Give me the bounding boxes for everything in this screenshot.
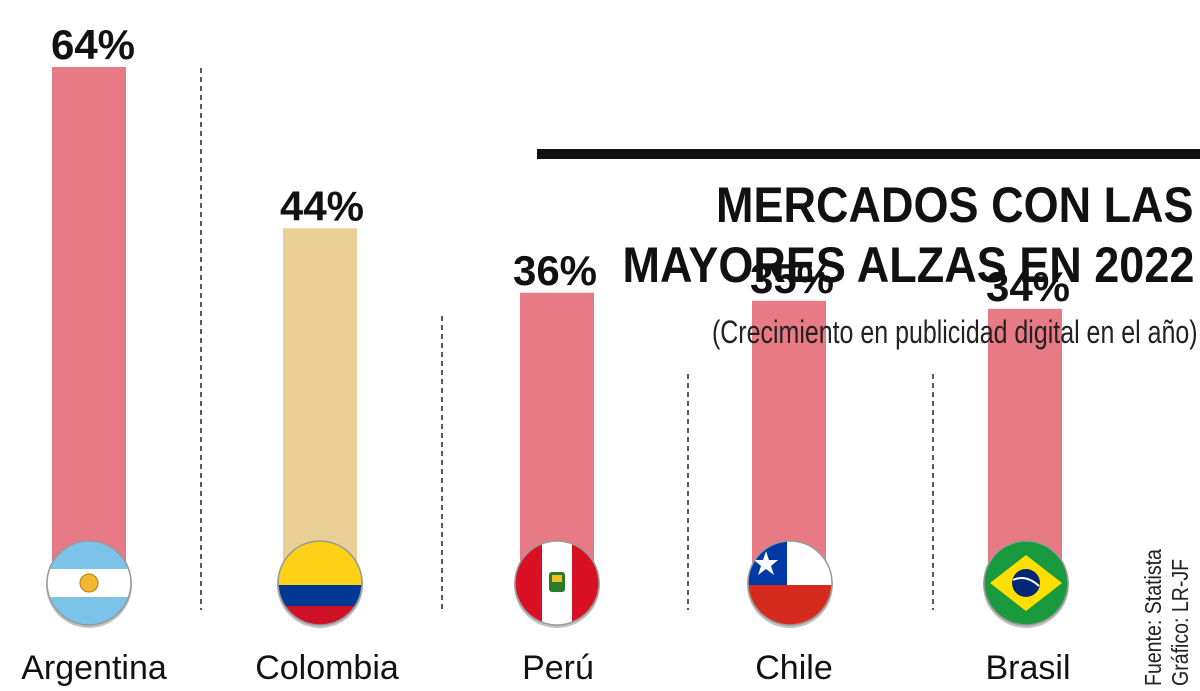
source-credit: Fuente: Statista Gráfico: LR-JF	[1140, 525, 1194, 686]
bar-peru	[520, 292, 594, 583]
bar-chile	[752, 300, 826, 583]
value-label-brasil: 34%	[986, 263, 1070, 310]
category-label-chile: Chile	[755, 649, 832, 687]
chart-title-line-2: MAYORES ALZAS EN 2022	[622, 237, 1194, 293]
bar-brasil	[988, 308, 1062, 583]
bar-colombia	[283, 228, 357, 583]
brasil-flag-icon	[983, 540, 1069, 628]
value-label-argentina: 64%	[51, 21, 135, 68]
category-label-argentina: Argentina	[21, 649, 167, 687]
value-label-chile: 35%	[750, 255, 834, 302]
category-label-brasil: Brasil	[985, 649, 1070, 687]
argentina-flag-icon	[46, 540, 132, 628]
chart-title-line-1: MERCADOS CON LAS	[716, 177, 1194, 233]
source-line: Fuente: Statista	[1140, 549, 1166, 686]
category-label-colombia: Colombia	[255, 649, 399, 687]
colombia-flag-icon	[277, 540, 363, 628]
graphic-credit-line: Gráfico: LR-JF	[1167, 558, 1193, 686]
bar-argentina	[52, 67, 126, 583]
value-label-peru: 36%	[513, 247, 597, 294]
title-rule	[537, 149, 1200, 159]
value-label-colombia: 44%	[280, 182, 364, 229]
category-label-peru: Perú	[522, 649, 594, 687]
chart-subtitle: (Crecimiento en publicidad digital en el…	[712, 314, 1198, 350]
